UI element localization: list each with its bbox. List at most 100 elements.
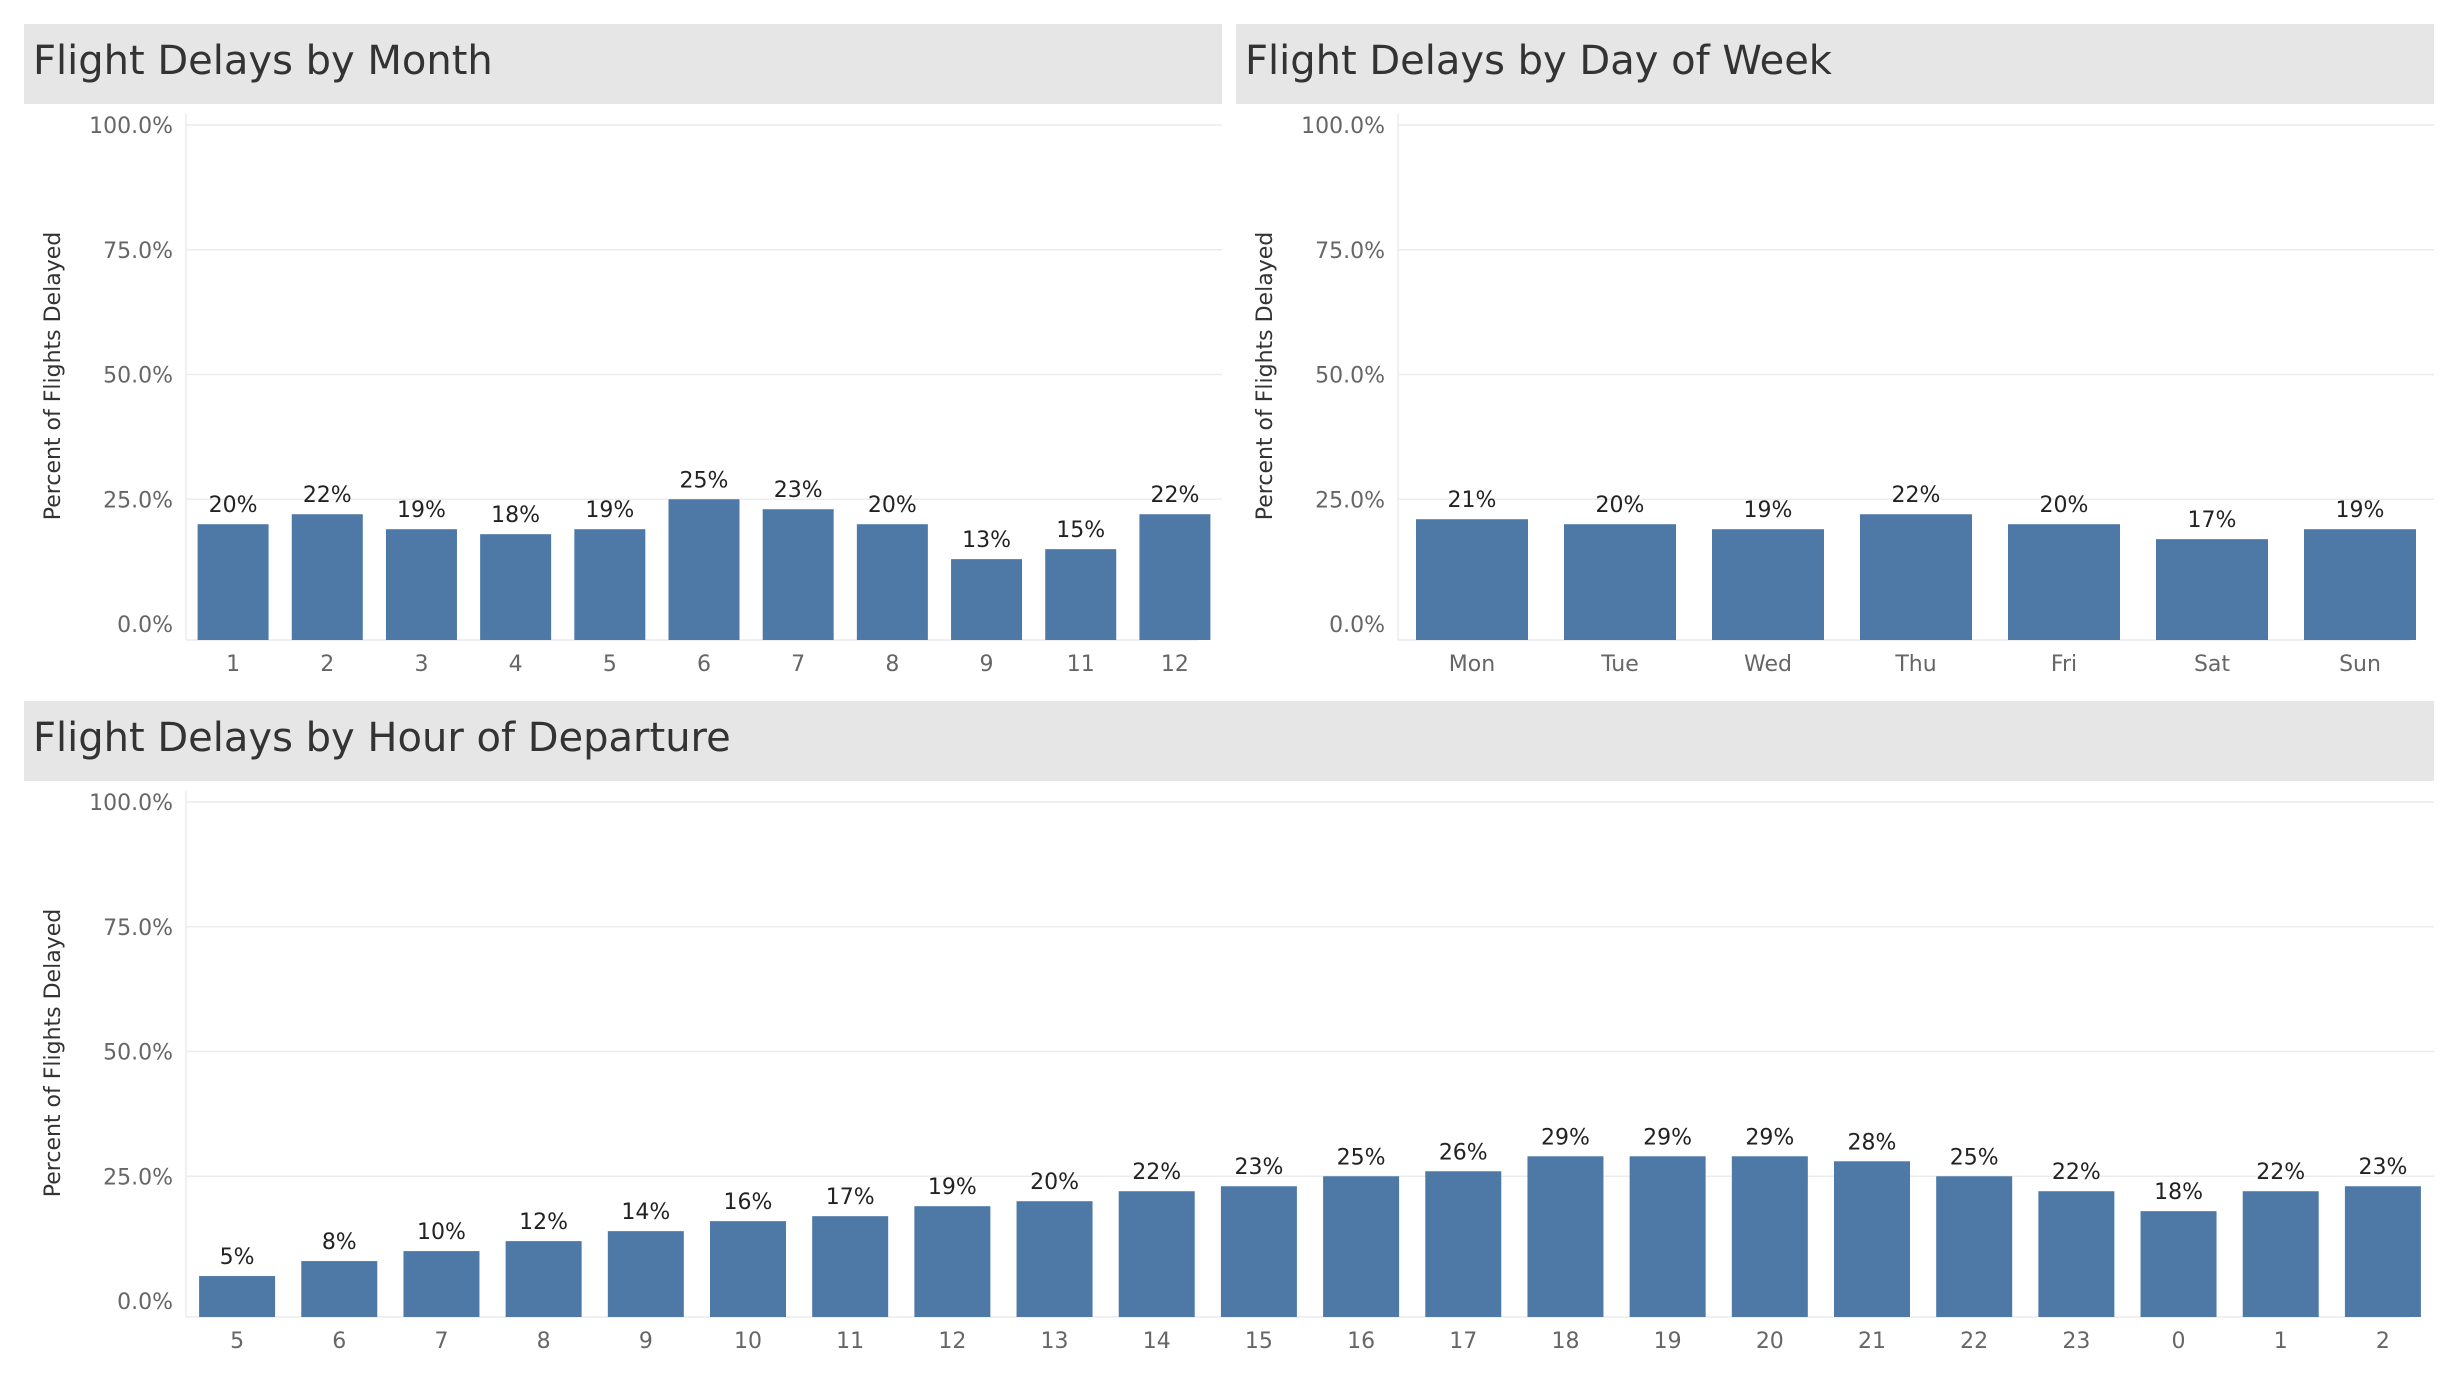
weekday-chart-title: Flight Delays by Day of Week [1245,38,1832,84]
data-label: 13% [962,528,1011,553]
bar-8 [856,524,928,640]
data-label: 16% [724,1190,773,1215]
bar-18 [1527,1156,1604,1317]
y-tick-label: 25.0% [103,488,173,513]
data-label: 8% [322,1230,357,1255]
hour-chart: 0.0% 25.0% 50.0% 75.0% 100.0% Percent of Flig… [41,791,2434,1354]
x-tick-label: 6 [332,1329,346,1354]
bar-22 [1936,1176,2013,1317]
x-tick-label: 17 [1449,1329,1477,1354]
month-chart-header: Flight Delays by Month [24,24,1222,104]
x-tick-label: 18 [1551,1329,1579,1354]
x-tick-label: 5 [230,1329,244,1354]
x-tick-label: 20 [1756,1329,1784,1354]
data-label: 20% [1596,493,1645,518]
bar-9 [607,1231,684,1317]
x-tick-label: Fri [2051,652,2077,677]
bar-11 [1045,549,1117,640]
data-label: 29% [1643,1125,1692,1150]
bar-12 [1139,514,1211,640]
bar-20 [1731,1156,1808,1317]
bar-23 [2038,1191,2115,1317]
bar-2 [291,514,363,640]
x-tick-label: 2 [320,652,334,677]
hour-chart-header: Flight Delays by Hour of Departure [24,701,2434,781]
bar-1 [2242,1191,2319,1317]
bar-7 [403,1251,480,1317]
x-tick-label: 11 [836,1329,864,1354]
x-tick-label: 7 [434,1329,448,1354]
y-tick-label: 75.0% [103,916,173,941]
data-label: 23% [774,478,823,503]
data-label: 15% [1056,518,1105,543]
data-label: 22% [2052,1160,2101,1185]
data-label: 5% [220,1245,255,1270]
hour-chart-panel: Flight Delays by Hour of Departure 0.0% 2… [24,701,2434,1373]
x-tick-label: 3 [414,652,428,677]
y-tick-label: 75.0% [103,239,173,264]
data-label: 20% [1030,1170,1079,1195]
y-tick-label: 50.0% [103,1041,173,1066]
bar-19 [1629,1156,1706,1317]
bar-10 [710,1221,786,1317]
y-tick-label: 50.0% [1315,364,1385,389]
x-tick-label: 15 [1245,1329,1273,1354]
y-tick-label: 100.0% [1301,114,1385,139]
x-tick-label: 11 [1067,652,1095,677]
bar-Tue [1564,524,1676,640]
bar-7 [762,509,834,640]
bar-16 [1323,1176,1400,1317]
data-label: 20% [868,493,917,518]
x-tick-label: 19 [1654,1329,1682,1354]
hour-chart-title: Flight Delays by Hour of Departure [33,715,731,761]
y-tick-label: 25.0% [1315,488,1385,513]
bar-Sat [2156,539,2268,640]
data-label: 18% [491,503,540,528]
bar-5 [199,1276,276,1317]
x-tick-label: 12 [938,1329,966,1354]
bar-17 [1425,1171,1502,1317]
x-tick-label: 10 [734,1329,762,1354]
y-tick-label: 0.0% [117,1290,173,1315]
bar-14 [1118,1191,1195,1317]
data-label: 10% [417,1220,466,1245]
data-label: 17% [2188,508,2237,533]
x-tick-label: 23 [2062,1329,2090,1354]
data-label: 14% [621,1200,670,1225]
weekday-chart: 0.0% 25.0% 50.0% 75.0% 100.0% Percent of Flig… [1253,114,2434,677]
data-label: 26% [1439,1140,1488,1165]
bar-Mon [1416,519,1528,640]
y-axis-title: Percent of Flights Delayed [41,232,66,520]
x-tick-label: 22 [1960,1329,1988,1354]
data-label: 25% [1950,1145,1999,1170]
x-tick-label: Mon [1449,652,1495,677]
data-label: 22% [1132,1160,1181,1185]
data-label: 20% [209,493,258,518]
bar-6 [668,499,740,640]
data-label: 22% [1892,483,1941,508]
bar-5 [574,529,646,640]
month-chart-title: Flight Delays by Month [33,38,493,84]
x-tick-label: 1 [2274,1329,2288,1354]
data-label: 29% [1745,1125,1794,1150]
x-tick-label: Sat [2194,652,2230,677]
x-tick-label: 9 [980,652,994,677]
x-tick-label: Tue [1600,652,1639,677]
data-label: 22% [303,483,352,508]
x-tick-label: 8 [885,652,899,677]
x-tick-label: 8 [537,1329,551,1354]
data-label: 19% [928,1175,977,1200]
bar-9 [951,559,1023,640]
data-label: 23% [1234,1155,1283,1180]
y-tick-label: 0.0% [117,613,173,638]
x-tick-label: 14 [1143,1329,1171,1354]
bar-Fri [2008,524,2120,640]
x-tick-label: Sun [2339,652,2381,677]
data-label: 19% [1744,498,1793,523]
y-axis-title: Percent of Flights Delayed [41,909,66,1197]
y-tick-label: 25.0% [103,1165,173,1190]
data-label: 29% [1541,1125,1590,1150]
x-tick-label: 4 [509,652,523,677]
bar-0 [2140,1211,2217,1317]
month-chart-panel: Flight Delays by Month 0.0% 25.0% 50.0% 75.… [24,24,1222,696]
